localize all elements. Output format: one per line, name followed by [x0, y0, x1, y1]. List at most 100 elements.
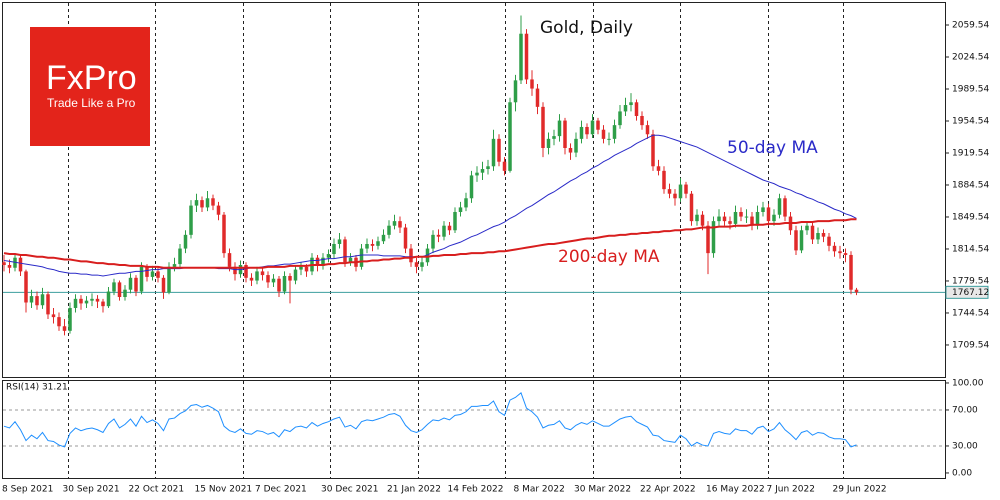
candle-body: [227, 253, 232, 267]
x-tick-label: 16 May 2022: [706, 485, 765, 495]
candle-body: [590, 120, 595, 135]
candle-body: [172, 264, 177, 267]
candle-body: [453, 211, 457, 231]
x-tick-label: 29 Jun 2022: [833, 485, 887, 495]
candle-body: [277, 278, 281, 292]
candle-body: [255, 271, 259, 281]
candle-body: [827, 236, 831, 246]
y-tick-label: 1709.54: [952, 340, 989, 350]
candle-body: [370, 243, 375, 246]
candle-body: [722, 216, 727, 222]
candle-body: [447, 225, 452, 231]
candle-body: [222, 214, 226, 254]
candle-body: [266, 275, 270, 283]
candle-body: [2, 262, 6, 266]
x-tick-label: 8 Sep 2021: [2, 485, 53, 495]
candle-body: [442, 225, 446, 237]
rsi-panel: [2, 380, 946, 479]
candle-body: [249, 277, 254, 281]
candle-body: [667, 189, 672, 194]
candle-body: [678, 184, 683, 199]
candle-body: [766, 207, 771, 222]
last-price-tag: [945, 285, 989, 299]
x-tick-label: 30 Sep 2021: [63, 485, 120, 495]
candle-body: [640, 115, 644, 126]
candle-body: [24, 271, 28, 303]
candle-body: [634, 102, 639, 116]
candle-body: [849, 254, 853, 290]
candle-body: [755, 211, 760, 226]
x-tick-label: 15 Nov 2021: [195, 485, 253, 495]
candle-body: [332, 243, 336, 255]
candle-body: [359, 248, 364, 267]
candle-body: [387, 225, 391, 235]
candle-body: [585, 126, 589, 135]
candle-body: [106, 291, 111, 307]
candle-body: [629, 102, 633, 106]
candle-body: [128, 277, 133, 290]
candle-body: [623, 105, 628, 112]
candle-body: [46, 294, 50, 315]
price-panel: [2, 2, 946, 378]
moving-average-line: [3, 134, 857, 277]
candle-body: [18, 257, 23, 272]
candle-body: [783, 198, 787, 217]
candle-body: [491, 138, 496, 167]
candle-body: [117, 282, 122, 298]
y-tick-label: 2059.54: [952, 21, 989, 31]
candle-body: [40, 294, 45, 306]
candle-body: [178, 248, 182, 265]
candle-body: [321, 257, 325, 266]
candle-body: [134, 277, 138, 292]
candle-body: [315, 257, 320, 266]
candle-body: [436, 234, 441, 237]
candle-body: [733, 211, 738, 224]
rsi-tick-label: 70.00: [952, 405, 978, 415]
candle-body: [513, 80, 518, 103]
moving-average-line: [3, 218, 857, 269]
candle-body: [601, 129, 606, 139]
candle-body: [189, 205, 193, 235]
candle-body: [29, 296, 34, 303]
candle-body: [150, 271, 155, 277]
candle-body: [805, 225, 809, 231]
rsi-tick-label: 0.00: [952, 468, 972, 478]
candle-body: [51, 314, 56, 318]
candle-body: [381, 234, 386, 242]
candle-body: [761, 207, 765, 212]
y-tick-label: 1779.54: [952, 276, 989, 286]
candle-body: [161, 277, 166, 293]
logo-box: [30, 27, 150, 146]
candle-body: [304, 266, 309, 272]
rsi-tick-label: 30.00: [952, 441, 978, 451]
candle-body: [832, 245, 837, 252]
candle-body: [79, 298, 83, 304]
candle-body: [744, 216, 749, 218]
y-tick-label: 1919.54: [952, 148, 989, 158]
candle-body: [579, 126, 584, 139]
candle-body: [392, 221, 397, 226]
candle-body: [695, 214, 699, 222]
candle-body: [216, 205, 221, 215]
candle-body: [403, 227, 408, 249]
series-label: 50-day MA: [727, 138, 818, 158]
candle-body: [139, 266, 144, 292]
y-tick-label: 1849.54: [952, 212, 989, 222]
candle-body: [458, 207, 463, 212]
candle-body: [414, 262, 419, 267]
candle-body: [35, 296, 39, 306]
candle-body: [574, 138, 578, 153]
candle-body: [282, 275, 287, 292]
candle-body: [260, 271, 265, 276]
candle-body: [200, 200, 204, 208]
series-label: 200-day MA: [558, 247, 660, 267]
candle-body: [233, 266, 237, 275]
x-tick-label: 8 Mar 2022: [514, 485, 565, 495]
candle-body: [519, 33, 523, 81]
candle-body: [684, 184, 688, 194]
candle-body: [651, 134, 655, 167]
candle-body: [101, 301, 105, 307]
candle-body: [700, 214, 705, 226]
candle-body: [524, 33, 529, 80]
